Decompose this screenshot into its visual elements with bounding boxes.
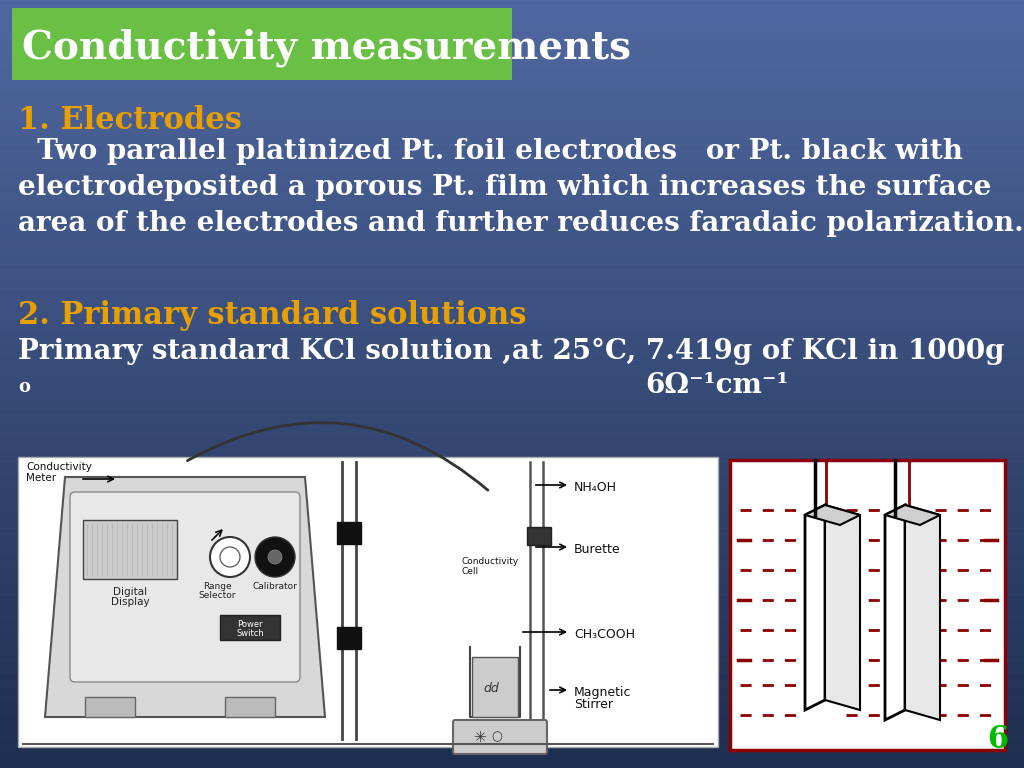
Text: ✳: ✳ [474,730,486,744]
Text: o: o [18,378,30,396]
Bar [337,627,361,649]
Circle shape [220,547,240,567]
Text: Conductivity: Conductivity [26,462,92,472]
Circle shape [210,537,250,577]
Polygon shape [805,505,860,525]
Text: Primary standard KCl solution ,at 25°C, 7.419g of KCl in 1000g: Primary standard KCl solution ,at 25°C, … [18,338,1005,365]
Text: Two parallel platinized Pt. foil electrodes   or Pt. black with: Two parallel platinized Pt. foil electro… [18,138,963,165]
Text: Calibrator: Calibrator [253,582,297,591]
Text: Switch: Switch [237,629,264,638]
Text: area of the electrodes and further reduces faradaic polarization.: area of the electrodes and further reduc… [18,210,1024,237]
Bar [472,657,518,717]
Text: Conductivity: Conductivity [462,557,519,566]
Text: Magnetic: Magnetic [574,686,632,699]
Bar [730,460,1005,750]
Text: NH₄OH: NH₄OH [574,481,617,494]
FancyBboxPatch shape [18,457,718,747]
Text: Power: Power [238,620,263,629]
Text: 6: 6 [987,724,1008,755]
Polygon shape [885,505,905,720]
Circle shape [268,550,282,564]
Bar [85,697,135,717]
Polygon shape [825,505,860,710]
Polygon shape [45,477,325,717]
Text: Range: Range [203,582,231,591]
Text: Stirrer: Stirrer [574,698,613,711]
Text: 6Ω⁻¹cm⁻¹: 6Ω⁻¹cm⁻¹ [645,372,788,399]
Text: 2. Primary standard solutions: 2. Primary standard solutions [18,300,526,331]
Text: Burette: Burette [574,543,621,556]
Text: Digital: Digital [113,587,147,597]
Text: Meter: Meter [26,473,56,483]
Bar [220,615,280,640]
Polygon shape [885,505,940,525]
Text: Display: Display [111,597,150,607]
Bar [225,697,275,717]
Text: 1. Electrodes: 1. Electrodes [18,105,242,136]
Circle shape [255,537,295,577]
Text: Cell: Cell [462,567,479,576]
Text: Selector: Selector [199,591,236,600]
FancyBboxPatch shape [12,8,512,80]
Bar [337,522,361,544]
Text: ○: ○ [492,730,503,743]
Polygon shape [905,505,940,720]
Bar [527,527,551,545]
Text: CH₃COOH: CH₃COOH [574,628,635,641]
Polygon shape [805,505,825,710]
Text: dd: dd [483,682,499,695]
FancyBboxPatch shape [70,492,300,682]
Text: Conductivity measurements: Conductivity measurements [22,28,631,68]
FancyBboxPatch shape [83,520,177,579]
FancyBboxPatch shape [453,720,547,754]
Text: electrodeposited a porous Pt. film which increases the surface: electrodeposited a porous Pt. film which… [18,174,991,201]
